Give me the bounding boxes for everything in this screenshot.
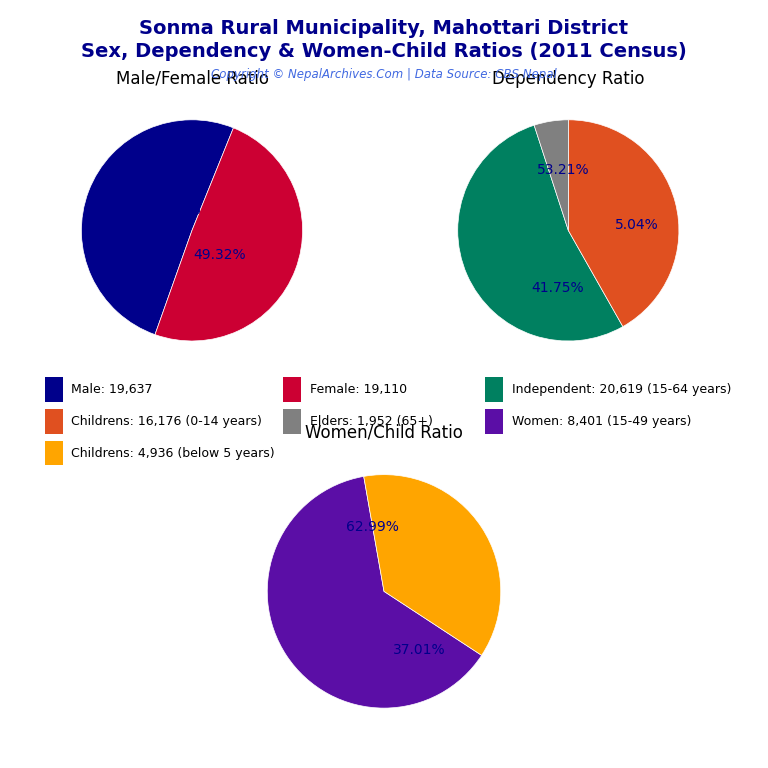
Title: Women/Child Ratio: Women/Child Ratio — [305, 423, 463, 441]
Text: 37.01%: 37.01% — [392, 643, 445, 657]
Text: Women: 8,401 (15-49 years): Women: 8,401 (15-49 years) — [511, 415, 691, 428]
Wedge shape — [535, 120, 568, 230]
Wedge shape — [81, 120, 233, 335]
Bar — [45, 441, 63, 465]
Bar — [45, 409, 63, 434]
Text: Elders: 1,952 (65+): Elders: 1,952 (65+) — [310, 415, 432, 428]
Bar — [283, 377, 301, 402]
Wedge shape — [458, 125, 623, 341]
Wedge shape — [155, 127, 303, 341]
Wedge shape — [568, 120, 679, 326]
Text: Childrens: 4,936 (below 5 years): Childrens: 4,936 (below 5 years) — [71, 446, 275, 459]
Wedge shape — [364, 475, 501, 655]
Text: 49.32%: 49.32% — [194, 248, 246, 262]
Text: Independent: 20,619 (15-64 years): Independent: 20,619 (15-64 years) — [511, 383, 731, 396]
Text: Female: 19,110: Female: 19,110 — [310, 383, 407, 396]
Text: Male: 19,637: Male: 19,637 — [71, 383, 153, 396]
Text: 62.99%: 62.99% — [346, 520, 399, 535]
Bar — [45, 377, 63, 402]
Text: Copyright © NepalArchives.Com | Data Source: CBS Nepal: Copyright © NepalArchives.Com | Data Sou… — [211, 68, 557, 81]
Title: Male/Female Ratio: Male/Female Ratio — [115, 70, 269, 88]
Text: 41.75%: 41.75% — [531, 281, 584, 295]
Bar — [485, 377, 503, 402]
Text: 50.68%: 50.68% — [149, 204, 202, 217]
Text: 5.04%: 5.04% — [615, 218, 659, 232]
Bar — [283, 409, 301, 434]
Bar — [485, 409, 503, 434]
Text: Sex, Dependency & Women-Child Ratios (2011 Census): Sex, Dependency & Women-Child Ratios (20… — [81, 42, 687, 61]
Wedge shape — [267, 476, 482, 708]
Text: Sonma Rural Municipality, Mahottari District: Sonma Rural Municipality, Mahottari Dist… — [140, 19, 628, 38]
Text: Childrens: 16,176 (0-14 years): Childrens: 16,176 (0-14 years) — [71, 415, 263, 428]
Title: Dependency Ratio: Dependency Ratio — [492, 70, 644, 88]
Text: 53.21%: 53.21% — [537, 163, 589, 177]
